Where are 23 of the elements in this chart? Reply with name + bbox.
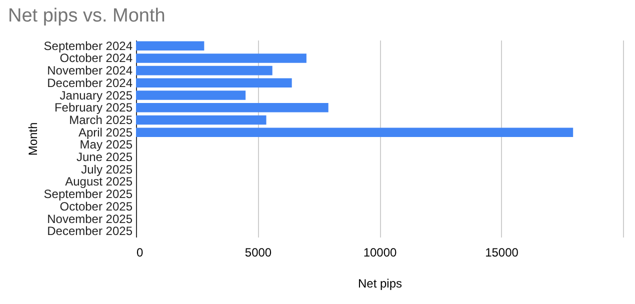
y-tick-label: November 2025 bbox=[47, 212, 133, 226]
chart-title: Net pips vs. Month bbox=[8, 5, 166, 26]
y-tick-label: June 2025 bbox=[76, 150, 133, 164]
x-tick-label: 0 bbox=[136, 246, 144, 260]
x-tick-label: 15000 bbox=[485, 246, 519, 260]
x-tick-label: 5000 bbox=[244, 246, 272, 260]
y-tick-label: December 2025 bbox=[47, 224, 133, 238]
y-tick-label: October 2025 bbox=[60, 199, 133, 214]
y-tick-label: August 2025 bbox=[65, 174, 133, 189]
y-tick-label: September 2024 bbox=[44, 38, 133, 53]
y-tick-label: February 2025 bbox=[54, 100, 133, 115]
y-tick-label: December 2024 bbox=[47, 76, 133, 90]
y-tick-label: July 2025 bbox=[81, 162, 133, 176]
x-tick-label: 10000 bbox=[363, 246, 398, 260]
y-tick-label: October 2024 bbox=[60, 51, 133, 66]
y-tick-label: September 2025 bbox=[44, 187, 133, 202]
y-tick-label: April 2025 bbox=[78, 125, 133, 140]
x-axis-title: Net pips bbox=[358, 276, 402, 290]
y-tick-label: November 2024 bbox=[47, 64, 133, 78]
y-tick-label: January 2025 bbox=[60, 88, 133, 102]
y-tick-label: May 2025 bbox=[80, 138, 133, 152]
y-tick-label: March 2025 bbox=[69, 112, 133, 127]
y-axis-title: Month bbox=[26, 122, 40, 156]
